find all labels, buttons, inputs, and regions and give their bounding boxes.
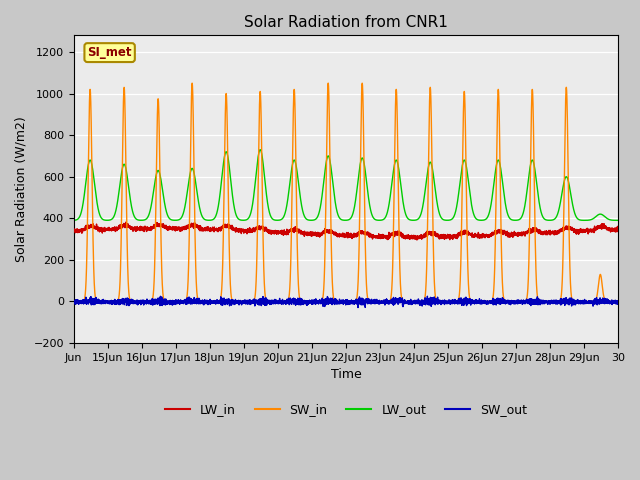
SW_out <box>169 298 177 303</box>
SW_out <box>70 300 77 305</box>
LW_in <box>476 235 484 241</box>
LW_in <box>278 228 285 233</box>
LW_in <box>396 231 404 237</box>
LW_out <box>256 147 264 153</box>
SW_in <box>614 299 622 304</box>
Line: SW_in: SW_in <box>74 83 618 301</box>
LW_in <box>614 228 622 233</box>
LW_out <box>518 215 525 220</box>
Line: LW_out: LW_out <box>74 150 618 220</box>
SW_out <box>396 295 404 301</box>
SW_in <box>476 299 484 304</box>
SW_out <box>278 301 285 307</box>
SW_out <box>354 305 362 311</box>
LW_in <box>169 224 177 229</box>
Line: LW_in: LW_in <box>74 222 618 240</box>
LW_out <box>169 217 177 223</box>
SW_in <box>424 206 431 212</box>
Title: Solar Radiation from CNR1: Solar Radiation from CNR1 <box>244 15 448 30</box>
LW_in <box>424 230 432 236</box>
SW_out <box>424 293 431 299</box>
SW_in <box>396 278 404 284</box>
X-axis label: Time: Time <box>330 368 361 381</box>
SW_in <box>169 299 177 304</box>
SW_out <box>614 299 622 304</box>
LW_out <box>424 168 431 173</box>
LW_out <box>70 217 77 223</box>
SW_out <box>518 298 525 304</box>
LW_in <box>70 228 77 233</box>
Legend: LW_in, SW_in, LW_out, SW_out: LW_in, SW_in, LW_out, SW_out <box>160 398 532 421</box>
Line: SW_out: SW_out <box>74 296 618 308</box>
SW_in <box>324 80 332 86</box>
LW_out <box>614 217 622 223</box>
LW_out <box>278 216 285 222</box>
SW_out <box>476 299 484 305</box>
Text: SI_met: SI_met <box>88 46 132 59</box>
Y-axis label: Solar Radiation (W/m2): Solar Radiation (W/m2) <box>15 116 28 262</box>
LW_out <box>476 217 484 223</box>
LW_out <box>396 178 404 183</box>
SW_in <box>278 299 285 304</box>
LW_in <box>122 219 130 225</box>
SW_out <box>424 300 432 306</box>
SW_in <box>70 299 77 304</box>
SW_in <box>518 299 525 304</box>
LW_in <box>413 237 420 243</box>
LW_in <box>518 229 525 235</box>
